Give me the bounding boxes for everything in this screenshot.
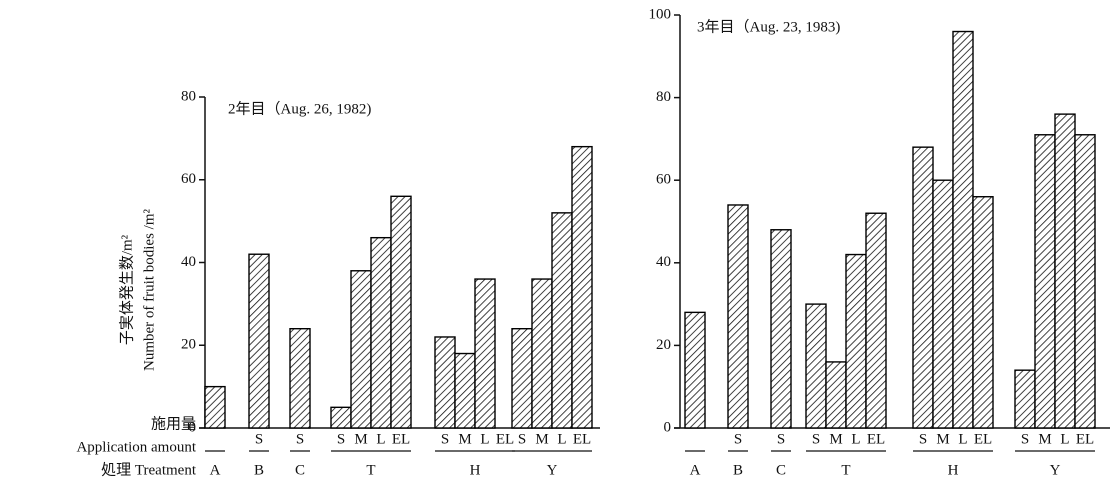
bar [531, 278, 553, 429]
bar [204, 385, 226, 429]
application-label: L [557, 431, 566, 447]
treatment-label: C [295, 462, 305, 478]
row-label: 処理 Treatment [101, 461, 197, 478]
application-label: S [518, 431, 526, 447]
application-label: S [777, 431, 785, 447]
bar [770, 229, 792, 429]
y-tick-label: 80 [181, 88, 196, 104]
bar [825, 361, 847, 429]
treatment-label: H [948, 462, 959, 478]
bar [727, 204, 749, 429]
application-label: S [734, 431, 742, 447]
treatment-label: A [690, 462, 701, 478]
application-label: S [1021, 431, 1029, 447]
bar [845, 253, 867, 429]
bar [454, 352, 476, 429]
y-tick-label: 20 [181, 337, 196, 353]
application-label: L [851, 431, 860, 447]
application-label: M [458, 431, 471, 447]
bar [1034, 134, 1056, 429]
application-label: L [1060, 431, 1069, 447]
treatment-label: A [210, 462, 221, 478]
y-tick-label: 60 [181, 171, 196, 187]
treatment-label: Y [547, 462, 558, 478]
bar [972, 196, 994, 429]
treatment-label: Y [1050, 462, 1061, 478]
y-tick-label: 40 [656, 254, 671, 270]
y-axis-label: 子実体発生数/m² [118, 234, 135, 345]
application-label: S [812, 431, 820, 447]
bar [932, 179, 954, 429]
application-label: M [936, 431, 949, 447]
application-label: EL [573, 431, 591, 447]
application-label: EL [1076, 431, 1094, 447]
treatment-label: B [733, 462, 743, 478]
bar [474, 278, 496, 429]
bar [684, 311, 706, 429]
y-tick-label: 80 [656, 89, 671, 105]
chart-title: 2年目（Aug. 26, 1982) [228, 100, 371, 117]
bar [390, 195, 412, 429]
application-label: S [337, 431, 345, 447]
y-axis-label: Number of fruit bodies /m² [141, 209, 157, 371]
bar [912, 146, 934, 429]
application-label: S [441, 431, 449, 447]
application-label: S [255, 431, 263, 447]
bar [248, 253, 270, 429]
bar [571, 145, 593, 429]
bar [350, 270, 372, 429]
treatment-label: H [470, 462, 481, 478]
y-tick-label: 40 [181, 254, 196, 270]
bar [1014, 369, 1036, 429]
bar [865, 212, 887, 429]
row-label: Application amount [76, 439, 196, 455]
treatment-label: T [841, 462, 850, 478]
treatment-label: B [254, 462, 264, 478]
chart-title: 3年目（Aug. 23, 1983) [697, 18, 840, 35]
application-label: EL [867, 431, 885, 447]
application-label: S [919, 431, 927, 447]
bar [330, 406, 352, 429]
application-label: EL [392, 431, 410, 447]
application-label: L [480, 431, 489, 447]
application-label: EL [974, 431, 992, 447]
y-tick-label: 20 [656, 337, 671, 353]
bar [805, 303, 827, 429]
bar [1074, 134, 1096, 429]
y-tick-label: 0 [189, 419, 197, 435]
bar [370, 236, 392, 429]
application-label: S [296, 431, 304, 447]
application-label: M [535, 431, 548, 447]
bar [952, 30, 974, 429]
application-label: M [1038, 431, 1051, 447]
y-tick-label: 0 [664, 419, 672, 435]
treatment-label: T [366, 462, 375, 478]
treatment-label: C [776, 462, 786, 478]
y-tick-label: 100 [649, 6, 672, 22]
bar [511, 328, 533, 429]
application-label: L [376, 431, 385, 447]
application-label: EL [496, 431, 514, 447]
bar [1054, 113, 1076, 429]
y-tick-label: 60 [656, 172, 671, 188]
row-label: 施用量 [151, 415, 196, 432]
application-label: M [829, 431, 842, 447]
bar [289, 328, 311, 429]
application-label: M [354, 431, 367, 447]
bar [551, 212, 573, 429]
application-label: L [958, 431, 967, 447]
bar [434, 336, 456, 429]
